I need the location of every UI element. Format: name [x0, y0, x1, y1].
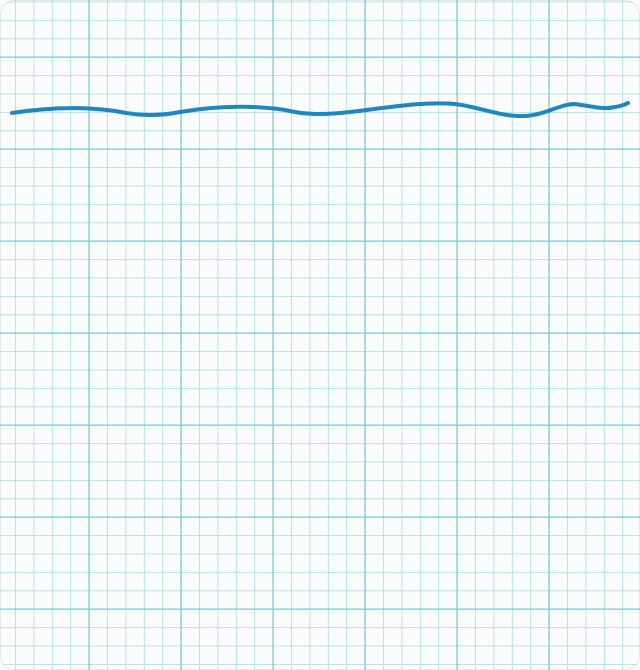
hand-drawn-wavy-line [10, 101, 630, 119]
